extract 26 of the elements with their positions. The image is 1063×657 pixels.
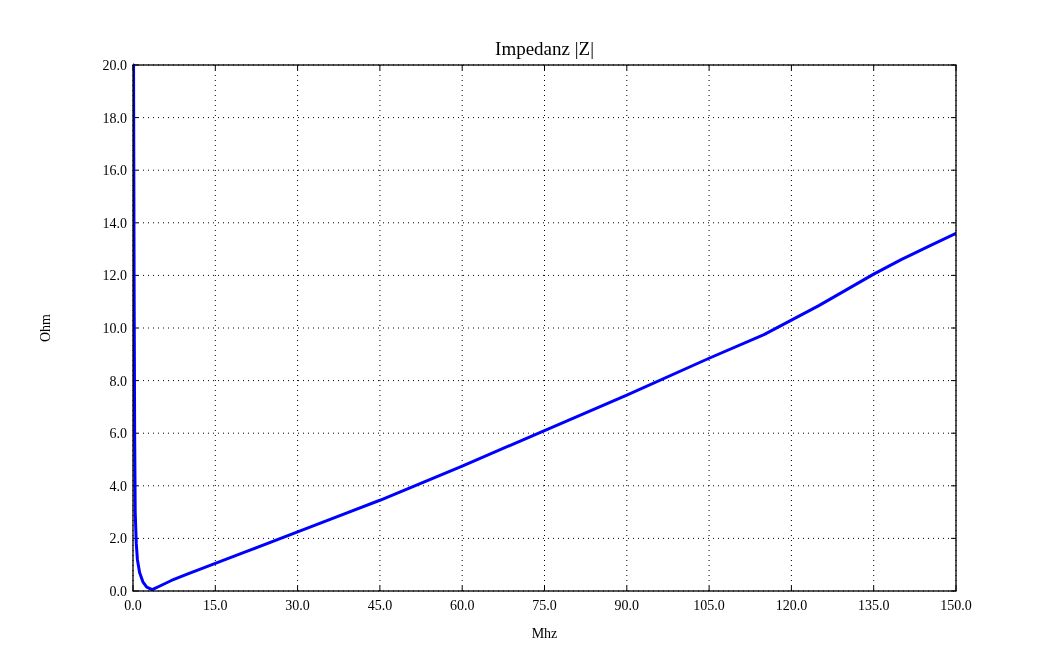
x-tick-label: 105.0 <box>693 598 725 613</box>
x-tick-label: 60.0 <box>449 598 475 613</box>
x-tick-label: 30.0 <box>285 598 310 613</box>
y-tick-label: 4.0 <box>109 478 127 494</box>
x-tick-label: 75.0 <box>532 598 557 613</box>
chart-title: Impedanz |Z| <box>495 38 594 59</box>
y-tick-label: 12.0 <box>102 268 127 284</box>
x-tick-label: 0.0 <box>124 598 142 613</box>
y-tick-label: 8.0 <box>109 373 127 389</box>
y-tick-label: 6.0 <box>109 426 127 442</box>
x-tick-label: 45.0 <box>367 598 393 613</box>
y-tick-label: 0.0 <box>109 584 127 599</box>
y-axis-title: Ohm <box>38 313 53 342</box>
y-tick-label: 16.0 <box>102 163 127 179</box>
x-tick-label: 120.0 <box>775 598 808 613</box>
x-axis-title: Mhz <box>531 626 558 641</box>
x-tick-label: 135.0 <box>857 598 890 613</box>
y-tick-label: 14.0 <box>102 215 127 231</box>
x-tick-label: 15.0 <box>203 598 228 613</box>
y-tick-label: 10.0 <box>102 321 127 336</box>
y-tick-label: 20.0 <box>102 58 127 73</box>
line-series <box>133 63 956 591</box>
x-tick-label: 150.0 <box>940 598 972 613</box>
y-tick-label: 2.0 <box>109 531 127 547</box>
y-tick-label: 18.0 <box>102 110 127 126</box>
x-tick-label: 90.0 <box>614 598 640 613</box>
